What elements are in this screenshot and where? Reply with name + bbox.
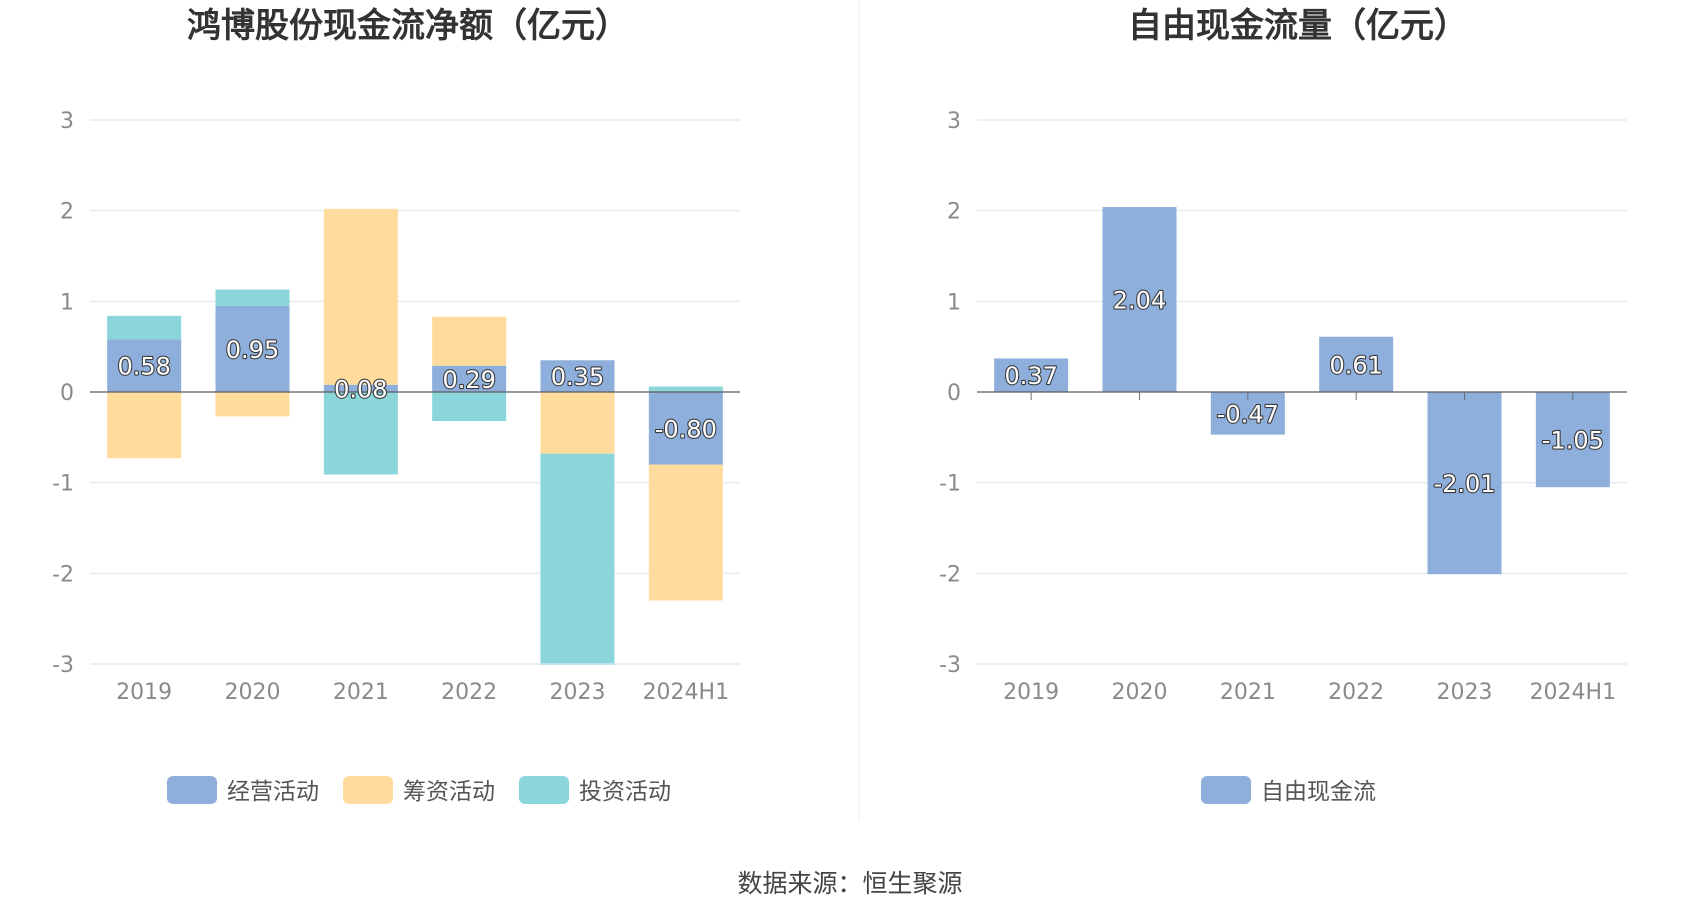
bar (323, 392, 398, 475)
bar (432, 392, 507, 422)
data-label: 0.29 (442, 366, 495, 394)
y-tick-label: 3 (60, 109, 74, 134)
bar (648, 392, 723, 465)
y-tick-label: -2 (52, 562, 74, 587)
chart-title: 自由现金流量（亿元） (1128, 6, 1468, 46)
bar (1535, 392, 1610, 488)
x-tick-label: 2023 (1437, 680, 1493, 705)
data-label: -2.01 (1433, 470, 1495, 498)
y-tick-label: 3 (947, 109, 961, 134)
legend-label: 投资活动 (579, 779, 671, 805)
y-tick-label: -2 (939, 562, 961, 587)
x-tick-label: 2020 (1112, 680, 1168, 705)
y-tick-label: -1 (52, 472, 74, 497)
y-tick-label: -3 (52, 653, 74, 678)
bar (648, 386, 723, 392)
data-label: 0.95 (226, 336, 279, 364)
bar (1102, 207, 1177, 392)
bar (1319, 336, 1394, 392)
free-cash-flow-chart: 自由现金流量（亿元） 3 2 1 0 -1 -2 -3 2019 2020 2021 2022 2023… (939, 6, 1627, 805)
x-tick-label: 2022 (1328, 680, 1384, 705)
x-tick-label: 2020 (225, 680, 281, 705)
data-label: -1.05 (1542, 427, 1604, 455)
data-label: 2.04 (1113, 287, 1166, 315)
bar (107, 315, 182, 340)
legend-label: 自由现金流 (1261, 779, 1376, 805)
x-tick-label: 2021 (1220, 680, 1276, 705)
bar (432, 316, 507, 366)
bar (540, 453, 615, 665)
legend-swatch (167, 776, 217, 804)
legend-swatch (519, 776, 569, 804)
data-label: -0.47 (1217, 400, 1279, 428)
y-tick-label: 1 (947, 290, 961, 315)
bar (323, 384, 398, 392)
source-note: 数据来源：恒生聚源 (737, 869, 962, 898)
x-tick-label: 2024H1 (1530, 680, 1617, 705)
bar (323, 208, 398, 385)
data-label: 0.08 (334, 375, 387, 403)
legend-swatch (343, 776, 393, 804)
legend-label: 筹资活动 (403, 779, 495, 805)
chart-title: 鸿博股份现金流净额（亿元） (187, 6, 629, 46)
legend-item[interactable]: 自由现金流 (1201, 776, 1376, 805)
bar (648, 464, 723, 601)
y-tick-label: 1 (60, 290, 74, 315)
cash-flow-chart: 鸿博股份现金流净额（亿元） 3 2 1 0 -1 -2 -3 2019 2020 2021 2022 2… (52, 6, 740, 805)
legend-item[interactable]: 投资活动 (519, 776, 671, 805)
y-tick-label: 2 (60, 200, 74, 225)
data-label: 0.37 (1004, 362, 1057, 390)
data-label: 0.61 (1329, 351, 1382, 379)
y-tick-label: -1 (939, 472, 961, 497)
legend-swatch (1201, 776, 1251, 804)
legend-item[interactable]: 筹资活动 (343, 776, 495, 805)
bar (215, 392, 290, 417)
data-label: 0.35 (551, 363, 604, 391)
legend-item[interactable]: 经营活动 (167, 776, 319, 805)
y-tick-label: 0 (60, 381, 74, 406)
bar (107, 392, 182, 459)
x-tick-label: 2019 (1003, 680, 1059, 705)
bar (215, 305, 290, 392)
bar (994, 358, 1069, 392)
data-label: -0.80 (655, 415, 717, 443)
bar (540, 392, 615, 454)
bar (432, 365, 507, 392)
y-tick-label: -3 (939, 653, 961, 678)
x-tick-label: 2023 (550, 680, 606, 705)
x-tick-label: 2022 (441, 680, 497, 705)
y-tick-label: 2 (947, 200, 961, 225)
legend-label: 经营活动 (227, 779, 319, 805)
x-tick-label: 2021 (333, 680, 389, 705)
bar (540, 360, 615, 392)
bar (107, 339, 182, 392)
y-tick-label: 0 (947, 381, 961, 406)
data-label: 0.58 (117, 353, 170, 381)
x-tick-label: 2024H1 (643, 680, 730, 705)
x-tick-label: 2019 (116, 680, 172, 705)
bar (1427, 392, 1502, 575)
bar (215, 289, 290, 306)
